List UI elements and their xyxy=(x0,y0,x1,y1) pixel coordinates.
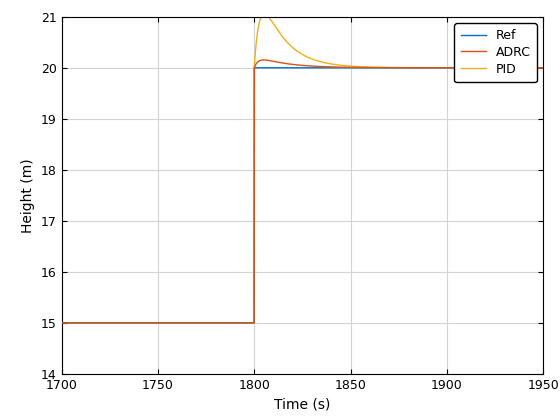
Ref xyxy=(58,320,65,326)
ADRC xyxy=(60,320,67,326)
Ref xyxy=(251,65,258,70)
ADRC xyxy=(260,58,267,63)
PID xyxy=(78,320,85,326)
Ref xyxy=(78,320,85,326)
Line: Ref: Ref xyxy=(62,68,543,323)
PID xyxy=(58,320,65,326)
PID xyxy=(540,65,547,70)
Ref xyxy=(540,65,547,70)
Ref xyxy=(60,320,67,326)
Ref xyxy=(515,65,521,70)
ADRC xyxy=(540,65,547,70)
X-axis label: Time (s): Time (s) xyxy=(274,397,330,411)
PID xyxy=(87,320,94,326)
ADRC xyxy=(58,320,65,326)
PID xyxy=(293,49,300,54)
ADRC xyxy=(78,320,85,326)
Ref xyxy=(293,65,300,70)
PID xyxy=(261,12,268,17)
Ref xyxy=(87,320,94,326)
Line: ADRC: ADRC xyxy=(62,60,543,323)
ADRC xyxy=(293,63,300,68)
Legend: Ref, ADRC, PID: Ref, ADRC, PID xyxy=(455,23,537,82)
PID xyxy=(153,320,160,326)
ADRC xyxy=(515,65,521,70)
Y-axis label: Height (m): Height (m) xyxy=(21,158,35,233)
ADRC xyxy=(153,320,160,326)
ADRC xyxy=(87,320,94,326)
PID xyxy=(515,65,521,70)
Line: PID: PID xyxy=(62,14,543,323)
PID xyxy=(60,320,67,326)
Ref xyxy=(153,320,160,326)
